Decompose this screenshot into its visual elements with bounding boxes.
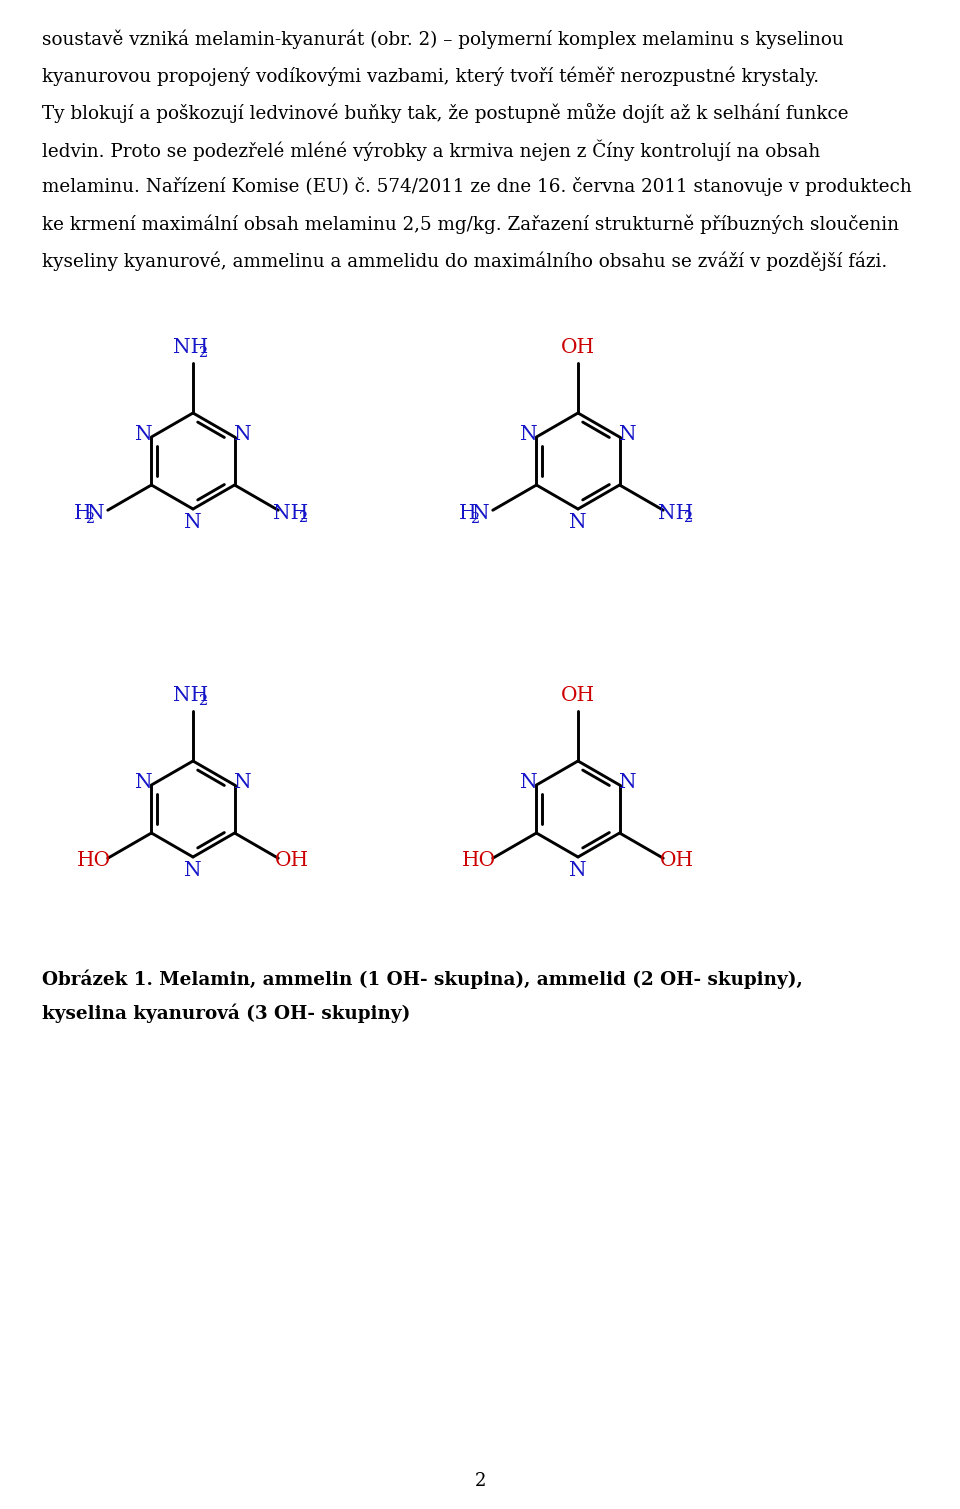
- Text: H: H: [74, 504, 91, 522]
- Text: 2: 2: [683, 512, 692, 525]
- Text: NH: NH: [174, 338, 208, 358]
- Text: N: N: [134, 773, 153, 792]
- Text: N: N: [184, 513, 202, 531]
- Text: N: N: [519, 773, 538, 792]
- Text: OH: OH: [561, 338, 595, 358]
- Text: N: N: [233, 773, 252, 792]
- Text: 2: 2: [298, 512, 307, 525]
- Text: NH: NH: [273, 504, 308, 522]
- Text: N: N: [619, 773, 636, 792]
- Text: soustavě vzniká melamin-kyanurát (obr. 2) – polymerní komplex melaminu s kyselin: soustavě vzniká melamin-kyanurát (obr. 2…: [42, 29, 844, 48]
- Text: N: N: [569, 860, 587, 880]
- Text: OH: OH: [276, 851, 309, 869]
- Text: N: N: [233, 424, 252, 444]
- Text: NH: NH: [174, 687, 208, 705]
- Text: N: N: [569, 513, 587, 531]
- Text: HO: HO: [77, 851, 110, 869]
- Text: kyseliny kyanurové, ammelinu a ammelidu do maximálního obsahu se zváží v pozdějš: kyseliny kyanurové, ammelinu a ammelidu …: [42, 252, 887, 270]
- Text: N: N: [472, 504, 490, 522]
- Text: NH: NH: [658, 504, 693, 522]
- Text: Ty blokují a poškozují ledvinové buňky tak, že postupně může dojít až k selhání : Ty blokují a poškozují ledvinové buňky t…: [42, 103, 849, 122]
- Text: HO: HO: [462, 851, 496, 869]
- Text: N: N: [519, 424, 538, 444]
- Text: N: N: [619, 424, 636, 444]
- Text: ke krmení maximální obsah melaminu 2,5 mg/kg. Zařazení strukturně příbuzných slo: ke krmení maximální obsah melaminu 2,5 m…: [42, 214, 899, 234]
- Text: kyselina kyanurová (3 OH- skupiny): kyselina kyanurová (3 OH- skupiny): [42, 1003, 410, 1023]
- Text: N: N: [184, 860, 202, 880]
- Text: OH: OH: [660, 851, 694, 869]
- Text: Obrázek 1. Melamin, ammelin (1 OH- skupina), ammelid (2 OH- skupiny),: Obrázek 1. Melamin, ammelin (1 OH- skupi…: [42, 969, 803, 988]
- Text: ledvin. Proto se podezřelé mléné výrobky a krmiva nejen z Číny kontrolují na obs: ledvin. Proto se podezřelé mléné výrobky…: [42, 139, 820, 161]
- Text: 2: 2: [199, 346, 207, 359]
- Text: N: N: [134, 424, 153, 444]
- Text: N: N: [87, 504, 105, 522]
- Text: 2: 2: [470, 512, 479, 525]
- Text: 2: 2: [199, 694, 207, 708]
- Text: H: H: [459, 504, 476, 522]
- Text: OH: OH: [561, 687, 595, 705]
- Text: kyanurovou propojený vodíkovými vazbami, který tvoří téměř nerozpustné krystaly.: kyanurovou propojený vodíkovými vazbami,…: [42, 66, 819, 86]
- Text: 2: 2: [474, 1471, 486, 1489]
- Text: 2: 2: [85, 512, 94, 525]
- Text: melaminu. Nařízení Komise (EU) č. 574/2011 ze dne 16. června 2011 stanovuje v pr: melaminu. Nařízení Komise (EU) č. 574/20…: [42, 178, 912, 196]
